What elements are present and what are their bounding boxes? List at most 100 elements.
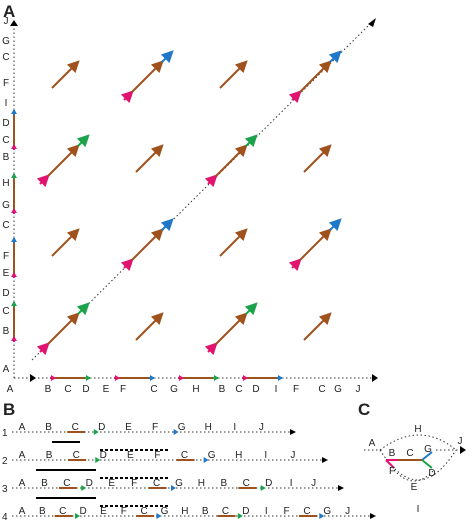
repeat-arrow-core: [219, 60, 248, 89]
node-J: J: [458, 436, 463, 447]
x-axis-start-arrow: [30, 374, 36, 382]
row-label-D: D: [242, 506, 249, 517]
row-label-C: C: [243, 478, 250, 489]
repeat-arrow-core: [303, 144, 332, 173]
x-axis-label-C: C: [318, 384, 325, 395]
x-axis-tick-arrow: [243, 375, 248, 381]
node-A: A: [369, 438, 376, 449]
row-label-B: B: [202, 506, 209, 517]
row-label-D: D: [79, 506, 86, 517]
repeat-arrow-full: [299, 228, 332, 261]
panel-b-label: B: [3, 400, 15, 419]
y-axis-label-C: C: [2, 220, 9, 231]
y-axis-tick-arrow: [11, 208, 17, 213]
y-axis-label-H: H: [2, 178, 9, 189]
node-E: E: [411, 482, 418, 493]
row-label-C: C: [153, 478, 160, 489]
y-axis-label-I: I: [5, 98, 8, 109]
row-label-I: I: [265, 506, 268, 517]
row-label-C: C: [63, 478, 70, 489]
x-axis-label-I: I: [275, 384, 278, 395]
row-label-D: D: [265, 478, 272, 489]
row-end-arrow: [290, 429, 296, 435]
row-tick-arrow: [203, 457, 209, 463]
y-axis-label-G: G: [2, 36, 10, 47]
row-label-B: B: [221, 478, 228, 489]
panel-a-label: A: [3, 2, 15, 21]
row-label-J: J: [259, 422, 264, 433]
x-axis-tick-arrow: [86, 375, 91, 381]
row-label-I: I: [264, 450, 267, 461]
row-label-B: B: [41, 478, 48, 489]
row-label-G: G: [323, 506, 331, 517]
node-H: H: [414, 424, 421, 435]
x-axis-label-H: H: [192, 384, 199, 395]
y-axis-label-F: F: [3, 78, 9, 89]
y-axis-tick-arrow: [11, 109, 17, 114]
x-axis-tick-arrow: [214, 375, 219, 381]
y-axis-arrowhead: [10, 20, 18, 26]
node-B: B: [389, 448, 396, 459]
y-axis-label-G: G: [2, 200, 10, 211]
x-axis-label-B: B: [45, 384, 52, 395]
repeat-arrow-full: [160, 50, 174, 64]
x-axis-label-C: C: [64, 384, 71, 395]
row-label-G: G: [178, 422, 186, 433]
row-label-A: A: [19, 478, 26, 489]
row-tick-arrow: [173, 429, 179, 435]
x-axis-label-G: G: [170, 384, 178, 395]
x-axis-label-C: C: [235, 384, 242, 395]
x-axis-tick-arrow: [278, 375, 283, 381]
x-axis-label-B: B: [219, 384, 226, 395]
row-label-C: C: [141, 506, 148, 517]
y-axis-label-C: C: [2, 135, 9, 146]
row-label-B: B: [46, 450, 53, 461]
row-tick-arrow: [95, 457, 101, 463]
panel-c-label: C: [358, 400, 370, 419]
edge-E: [393, 469, 435, 482]
diagonal-repeat-arrow: [120, 258, 134, 272]
repeat-arrow-full: [36, 174, 50, 188]
y-axis-label-E: E: [3, 268, 10, 279]
row-label-G: G: [208, 450, 216, 461]
row-number: 2: [2, 456, 8, 467]
row-label-C: C: [73, 450, 80, 461]
x-axis-label-D: D: [252, 384, 259, 395]
row-label-C: C: [72, 422, 79, 433]
repeat-arrow-full: [120, 90, 134, 104]
repeat-arrow-full: [76, 134, 90, 148]
row-label-H: H: [205, 422, 212, 433]
row-number: 3: [2, 484, 8, 495]
row-label-D: D: [100, 450, 107, 461]
row-tick-arrow: [93, 429, 99, 435]
x-axis-label-G: G: [334, 384, 342, 395]
node-C: C: [406, 448, 413, 459]
y-axis-tick-arrow: [11, 301, 17, 306]
row-label-I: I: [290, 478, 293, 489]
repeat-arrow-core: [135, 312, 164, 341]
y-axis-label-D: D: [2, 288, 9, 299]
row-tick-arrow: [237, 513, 243, 519]
row-number: 4: [2, 512, 8, 523]
diagonal-repeat-arrow: [204, 174, 218, 188]
diagonal-arrowhead: [368, 18, 376, 27]
repeat-arrow-core: [51, 228, 80, 257]
row-label-F: F: [154, 450, 160, 461]
row-label-C: C: [222, 506, 229, 517]
diagonal-repeat-arrow: [244, 134, 258, 148]
diagonal-repeat-arrow: [215, 144, 248, 177]
y-axis-label-C: C: [2, 306, 9, 317]
y-axis-label-B: B: [3, 326, 10, 337]
repeat-arrow-core: [51, 60, 80, 89]
repeat-arrow-full: [131, 60, 164, 93]
x-axis-tick-arrow: [150, 375, 155, 381]
edge-G: [421, 451, 433, 461]
row-label-G: G: [161, 506, 169, 517]
y-axis-label-J: J: [4, 16, 9, 27]
x-axis-tick-arrow: [51, 375, 56, 381]
y-axis-label-A: A: [3, 364, 10, 375]
row-tick-arrow: [319, 513, 325, 519]
row-tick-arrow: [81, 485, 87, 491]
